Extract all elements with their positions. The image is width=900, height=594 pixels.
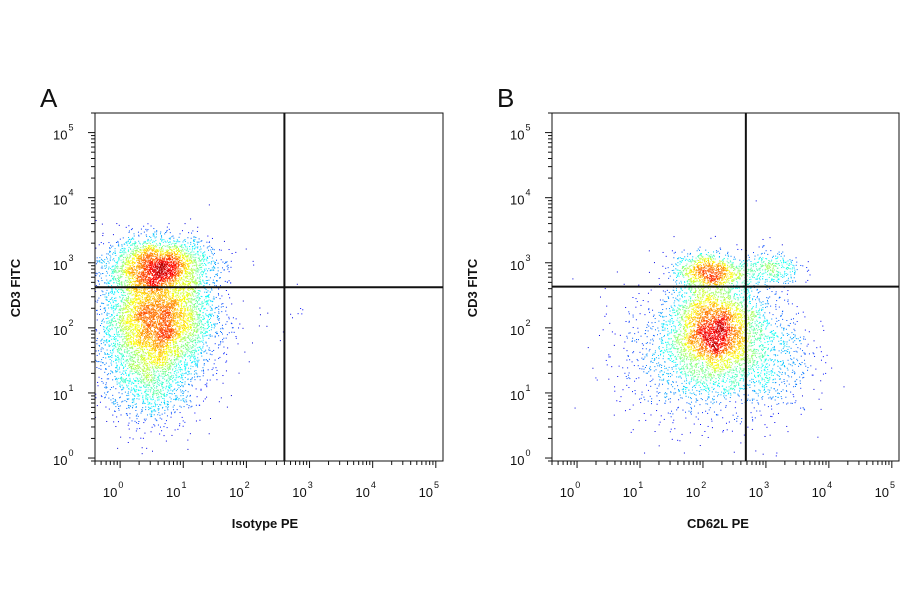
x-tick-label: 101 <box>623 480 643 500</box>
panel-a-x-ticks: 100 101 102 103 104 105 <box>94 461 439 500</box>
panel-b-y-axis-title: CD3 FITC <box>465 258 480 317</box>
x-tick-label: 101 <box>166 480 186 500</box>
panel-a-x-axis-title: Isotype PE <box>232 516 299 531</box>
y-tick-label: 104 <box>53 188 73 208</box>
x-tick-label: 102 <box>686 480 706 500</box>
panel-b-x-axis-title: CD62L PE <box>687 516 749 531</box>
y-tick-label: 100 <box>53 448 73 468</box>
panel-b-y-ticks: 100 101 102 103 104 105 <box>510 112 552 468</box>
panel-a-letter: A <box>40 83 58 113</box>
x-tick-label: 105 <box>419 480 439 500</box>
x-tick-label: 104 <box>355 480 375 500</box>
y-tick-label: 104 <box>510 188 530 208</box>
panel-a-y-ticks: 100 101 102 103 104 105 <box>53 112 95 468</box>
panel-b: B 100 101 102 103 104 105 100 101 102 103 104 105 … <box>465 83 900 531</box>
y-tick-label: 101 <box>53 383 73 403</box>
panel-a: A 100 101 102 103 104 105 100 101 102 103 104 105 … <box>8 83 444 531</box>
panel-a-y-axis-title: CD3 FITC <box>8 258 23 317</box>
y-tick-label: 105 <box>510 123 530 143</box>
panel-a-quadrant-gate <box>95 113 443 461</box>
x-tick-label: 104 <box>812 480 832 500</box>
x-tick-label: 102 <box>229 480 249 500</box>
panel-b-plot-area: 100 101 102 103 104 105 100 101 102 103 104 105 <box>510 112 900 500</box>
panel-b-letter: B <box>497 83 514 113</box>
x-tick-label: 103 <box>749 480 769 500</box>
y-tick-label: 101 <box>510 383 530 403</box>
x-tick-label: 103 <box>292 480 312 500</box>
y-tick-label: 102 <box>53 318 73 338</box>
y-tick-label: 105 <box>53 123 73 143</box>
x-tick-label: 105 <box>875 480 895 500</box>
x-tick-label: 100 <box>560 480 580 500</box>
panel-b-quadrant-gate <box>552 113 899 461</box>
y-tick-label: 100 <box>510 448 530 468</box>
y-tick-label: 103 <box>53 253 73 273</box>
panel-a-plot-area: 100 101 102 103 104 105 100 101 102 103 104 105 <box>53 112 444 500</box>
y-tick-label: 102 <box>510 318 530 338</box>
panel-b-x-ticks: 100 101 102 103 104 105 <box>551 461 895 500</box>
x-tick-label: 100 <box>103 480 123 500</box>
y-tick-label: 103 <box>510 253 530 273</box>
